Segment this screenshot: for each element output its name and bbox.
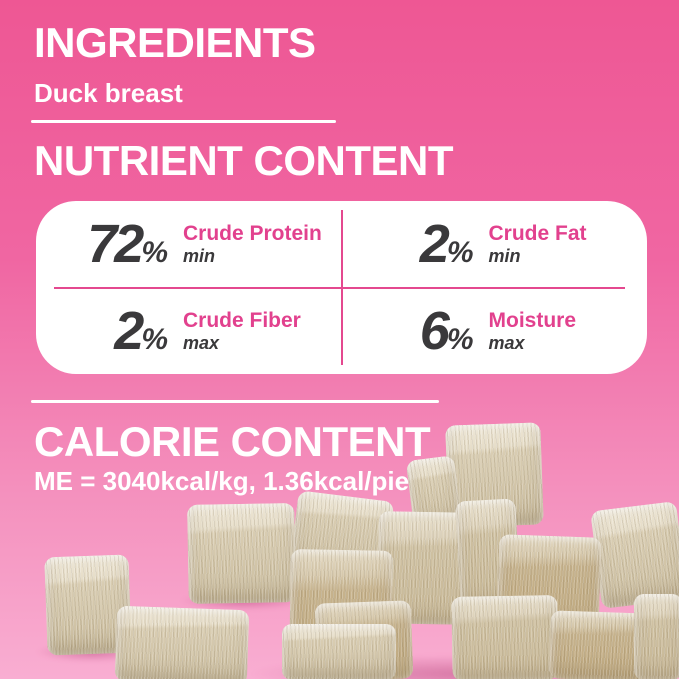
nutrient-quadrant-crude-fiber: 2% Crude Fiber max [36, 288, 342, 375]
treat-cube [114, 605, 250, 679]
nutrient-value: 6% [419, 300, 474, 361]
percent-sign: % [141, 236, 168, 270]
treat-cube [451, 595, 559, 679]
treat-cube [44, 554, 132, 656]
nutrient-content-heading: NUTRIENT CONTENT [34, 137, 453, 184]
nutrient-quadrant-crude-fat: 2% Crude Fat min [342, 201, 648, 288]
treat-cube [288, 549, 394, 673]
nutrient-label: Crude Fat [488, 222, 587, 246]
nutrient-qualifier: max [183, 332, 220, 353]
calorie-content-heading: CALORIE CONTENT [34, 418, 431, 465]
cube-shadow [36, 642, 148, 662]
nutrient-value: 2% [114, 300, 168, 361]
treat-cube [496, 534, 602, 632]
calorie-content-value: ME = 3040kcal/kg, 1.36kcal/piece [34, 466, 439, 496]
treat-cube [289, 490, 395, 578]
nutrient-value: 72% [87, 214, 168, 275]
nutrient-label: Moisture [488, 308, 577, 332]
nutrient-grid: 72% Crude Protein min 2% Crude Fat min 2… [36, 201, 647, 374]
percent-sign: % [446, 322, 474, 356]
nutrient-value: 2% [419, 214, 474, 275]
nutrient-label: Crude Protein [183, 222, 322, 246]
nutrient-quadrant-moisture: 6% Moisture max [342, 288, 648, 375]
nutrient-quadrant-crude-protein: 72% Crude Protein min [36, 201, 342, 288]
treat-cube [314, 600, 414, 679]
treat-cube [445, 422, 544, 528]
treat-cube [590, 501, 679, 609]
nutrient-label: Crude Fiber [183, 308, 301, 332]
nutrient-facts-card: 72% Crude Protein min 2% Crude Fat min 2… [36, 201, 647, 374]
section-divider [31, 400, 439, 403]
treat-cube [455, 498, 521, 610]
section-divider [31, 120, 336, 123]
treat-cube [282, 624, 396, 679]
cube-shadow [180, 592, 305, 610]
ingredients-value: Duck breast [34, 78, 183, 108]
treat-cube [187, 503, 296, 604]
treat-cube [377, 511, 471, 625]
percent-sign: % [141, 322, 168, 356]
nutrient-qualifier: max [488, 332, 525, 353]
treat-cube [548, 610, 648, 679]
pile-shadow [250, 655, 679, 679]
treat-cube [634, 594, 679, 679]
nutrient-qualifier: min [183, 246, 216, 267]
ingredients-heading: INGREDIENTS [34, 19, 316, 66]
card-horizontal-divider [54, 286, 625, 289]
nutrient-qualifier: min [488, 246, 521, 267]
percent-sign: % [446, 236, 474, 270]
